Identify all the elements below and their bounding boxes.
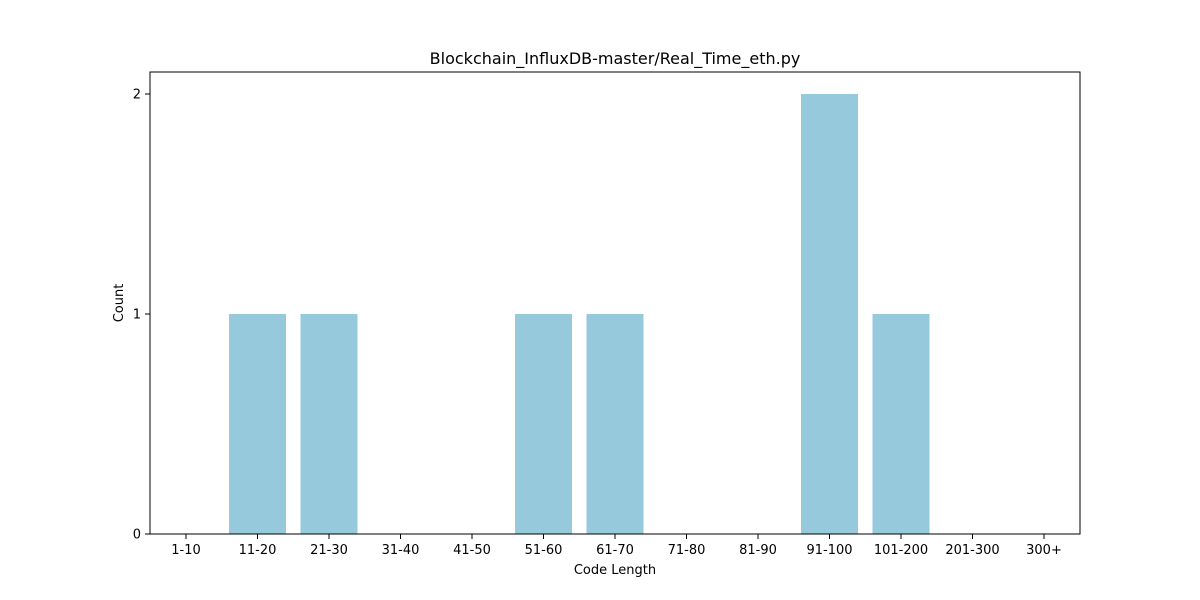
bar-51-60	[515, 314, 572, 534]
x-tick-label: 21-30	[310, 543, 348, 558]
y-tick-label: 2	[133, 88, 141, 103]
x-tick-label: 300+	[1026, 543, 1062, 558]
bar-61-70	[586, 314, 644, 534]
y-tick-label: 0	[133, 528, 141, 543]
y-axis: 0 1 2	[133, 88, 150, 543]
x-tick-label: 91-100	[806, 543, 852, 558]
x-tick-label: 1-10	[171, 543, 201, 558]
x-tick-label: 71-80	[668, 543, 706, 558]
bars-layer	[229, 94, 930, 534]
x-tick-label: 51-60	[525, 543, 563, 558]
x-tick-label: 11-20	[239, 543, 277, 558]
x-axis: 1-10 11-20 21-30 31-40 41-50 51-60 61-70 71-80 8…	[171, 534, 1062, 558]
y-axis-label: Count	[112, 284, 127, 323]
bar-91-100	[801, 94, 858, 534]
x-tick-label: 101-200	[874, 543, 928, 558]
chart-title: Blockchain_InfluxDB-master/Real_Time_eth…	[430, 49, 801, 69]
x-axis-label: Code Length	[574, 563, 656, 578]
bar-11-20	[229, 314, 286, 534]
x-tick-label: 41-50	[453, 543, 491, 558]
bar-21-30	[300, 314, 358, 534]
x-tick-label: 31-40	[382, 543, 420, 558]
y-tick-label: 1	[133, 308, 141, 323]
bar-101-200	[872, 314, 930, 534]
x-tick-label: 61-70	[596, 543, 634, 558]
x-tick-label: 81-90	[739, 543, 777, 558]
x-tick-label: 201-300	[945, 543, 999, 558]
